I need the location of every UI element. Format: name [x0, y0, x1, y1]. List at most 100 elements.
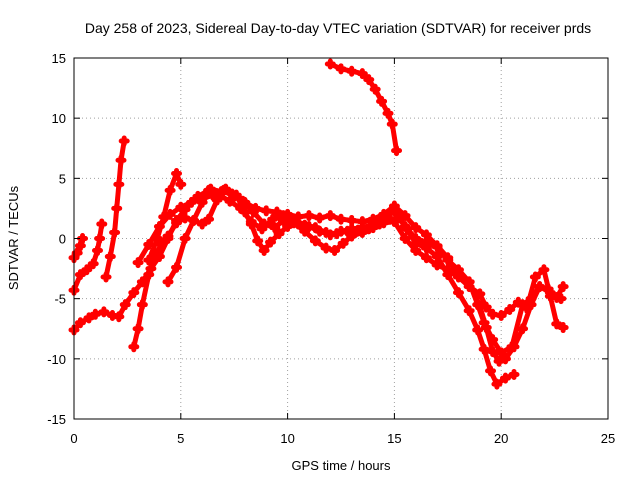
data-point [143, 254, 155, 266]
data-point [329, 245, 341, 257]
data-point [143, 239, 155, 251]
data-point [346, 65, 358, 77]
data-point [247, 206, 259, 218]
data-point [487, 334, 499, 346]
y-tick-label: -5 [54, 292, 66, 307]
series-track-4 [100, 135, 130, 283]
data-point [303, 220, 315, 232]
data-point [282, 208, 294, 220]
data-point [495, 310, 507, 322]
data-point [267, 213, 279, 225]
data-point [74, 269, 86, 281]
data-point [91, 245, 103, 257]
data-point [504, 303, 516, 315]
data-point [277, 214, 289, 226]
series-line [327, 61, 399, 154]
data-point [71, 247, 83, 259]
data-point [162, 230, 174, 242]
data-point [367, 213, 379, 225]
data-point [367, 222, 379, 234]
data-point [551, 318, 563, 330]
data-point [239, 206, 251, 218]
data-point [111, 202, 123, 214]
data-point [81, 264, 93, 276]
data-point [491, 378, 503, 390]
x-tick-label: 0 [70, 431, 77, 446]
data-point [557, 322, 569, 334]
data-point [104, 251, 116, 263]
data-point [493, 355, 505, 367]
data-point [132, 323, 144, 335]
data-point [487, 346, 499, 358]
data-point [499, 353, 511, 365]
y-axis-tick-labels: -15 -10 -5 0 5 10 15 [47, 51, 66, 427]
x-axis-label: GPS time / hours [292, 458, 391, 473]
data-point [485, 365, 497, 377]
data-point [356, 68, 368, 80]
data-point [452, 287, 464, 299]
data-point [175, 201, 187, 213]
data-point [399, 233, 411, 244]
y-tick-label: -10 [47, 352, 66, 367]
axis-ticks [73, 57, 609, 420]
data-point [265, 236, 277, 248]
data-point [378, 217, 390, 229]
data-point [337, 237, 349, 249]
series-track-7 [132, 184, 569, 334]
chart-title: Day 258 of 2023, Sidereal Day-to-day VTE… [85, 20, 591, 36]
x-tick-label: 15 [387, 431, 401, 446]
y-tick-label: 10 [52, 111, 66, 126]
data-point [399, 210, 411, 222]
data-point [452, 271, 464, 283]
data-point [478, 317, 490, 329]
series-track-8 [162, 183, 569, 359]
data-point [420, 242, 432, 254]
data-point [128, 287, 140, 299]
data-point [109, 226, 121, 238]
data-point [324, 229, 336, 241]
data-point [534, 281, 546, 293]
data-point [151, 233, 163, 244]
y-axis-label: SDTVAR / TECUs [6, 185, 21, 290]
data-point [211, 194, 223, 206]
data-point [179, 212, 191, 224]
data-point [346, 230, 358, 242]
data-point [83, 312, 95, 324]
data-point [391, 145, 403, 157]
data-point [136, 299, 148, 311]
series-track-3 [68, 233, 89, 264]
data-point [480, 301, 492, 313]
data-point [388, 200, 400, 212]
data-point [335, 213, 347, 225]
data-point [74, 317, 86, 329]
data-point [143, 269, 155, 281]
y-tick-label: -15 [47, 412, 66, 427]
data-point [410, 245, 422, 257]
data-point [335, 63, 347, 75]
data-point [363, 74, 375, 86]
data-point [463, 276, 475, 288]
data-point [115, 154, 127, 166]
data-point [224, 195, 236, 207]
data-point [474, 288, 486, 300]
data-point [87, 258, 99, 270]
series-track-9 [324, 58, 403, 157]
data-point [171, 168, 183, 180]
data-point [399, 220, 411, 232]
data-point [431, 259, 443, 271]
data-point [495, 347, 507, 359]
data-point [252, 235, 264, 247]
data-point [188, 214, 200, 226]
data-point [303, 210, 315, 222]
data-point [551, 291, 563, 303]
x-axis-tick-labels: 0 5 10 15 20 25 [70, 431, 615, 446]
data-point [376, 95, 388, 107]
data-point [136, 276, 148, 288]
data-point [164, 184, 176, 196]
data-point [185, 196, 197, 208]
data-point [245, 218, 257, 230]
data-point [119, 299, 131, 311]
y-tick-label: 5 [59, 171, 66, 186]
data-point [153, 220, 165, 232]
data-point [196, 196, 208, 208]
